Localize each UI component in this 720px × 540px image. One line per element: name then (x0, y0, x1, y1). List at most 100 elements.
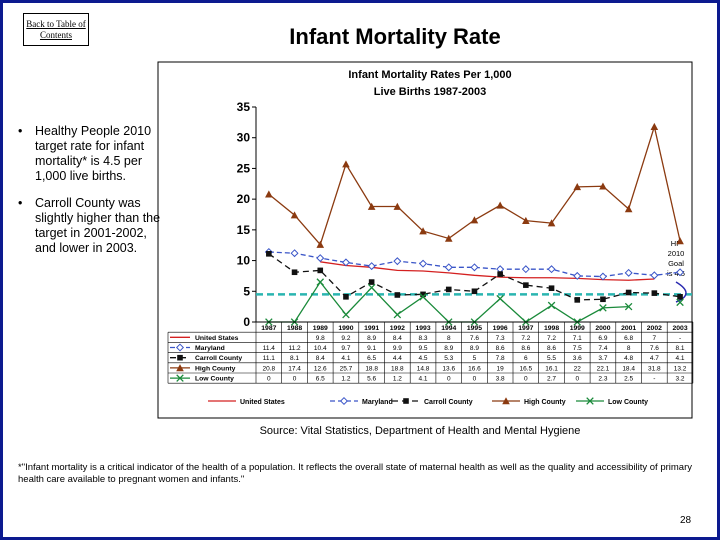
data-label: 8 (627, 345, 631, 352)
data-label: 4.1 (341, 355, 350, 362)
data-label: - (653, 376, 655, 383)
data-label: 4.4 (393, 355, 402, 362)
data-label: 18.4 (622, 365, 635, 372)
source-note: Source: Vital Statistics, Department of … (259, 425, 581, 437)
data-label: 22 (574, 365, 582, 372)
legend-label-high-county: High County (524, 399, 566, 406)
data-label: 8.6 (496, 345, 505, 352)
high-county-point (367, 202, 376, 210)
chart-title: Infant Mortality Rates Per 1,000 (348, 69, 511, 81)
data-label: 7.3 (496, 335, 505, 342)
x-tick-label: 1997 (518, 325, 533, 332)
data-label: 16.5 (520, 365, 533, 372)
data-label: 8.1 (290, 355, 299, 362)
back-to-toc-link[interactable]: Back to Table of Contents (23, 13, 89, 46)
data-label: 11.1 (263, 355, 276, 362)
y-tick-label: 30 (237, 131, 251, 145)
target-annotation: 2010 (668, 249, 685, 258)
data-label: 9.8 (316, 335, 325, 342)
data-label: 7.1 (573, 335, 582, 342)
carroll-county-point (574, 297, 581, 303)
data-label: 18.8 (391, 365, 404, 372)
data-label: 8.4 (316, 355, 325, 362)
data-label: 8.4 (393, 335, 402, 342)
bullet-item-target: Healthy People 2010 target rate for infa… (18, 124, 163, 184)
data-label: 16.6 (468, 365, 481, 372)
data-label: 9.5 (419, 345, 428, 352)
maryland-line (268, 251, 681, 278)
high-county-point (547, 219, 556, 227)
table-legend-marker (176, 364, 184, 372)
data-label: 4.5 (419, 355, 428, 362)
carroll-county-point (523, 282, 529, 288)
maryland-point (470, 263, 479, 272)
legend-label-low-county: Low County (608, 399, 648, 406)
data-label: 12.6 (314, 365, 327, 372)
high-county-point (470, 216, 479, 224)
low-county-point (676, 298, 684, 307)
maryland-point (393, 257, 402, 266)
bullet-list: Healthy People 2010 target rate for infa… (18, 124, 163, 268)
carroll-county-point (471, 288, 478, 295)
data-label: 13.6 (442, 365, 455, 372)
data-label: 8 (447, 335, 451, 342)
y-tick-label: 15 (237, 223, 251, 237)
data-label: 31.8 (648, 365, 661, 372)
legend-marker-high-county (502, 397, 510, 405)
high-county-point (342, 160, 350, 168)
x-tick-label: 2002 (647, 325, 662, 332)
x-tick-label: 1994 (441, 325, 456, 332)
carroll-county-point (677, 294, 683, 300)
high-county-point (393, 202, 402, 210)
x-tick-label: 1995 (467, 325, 482, 332)
data-label: 7.5 (573, 345, 582, 352)
low-county-point (547, 301, 556, 310)
maryland-point (676, 268, 685, 277)
data-label: 1.2 (341, 376, 350, 383)
data-label: 5.5 (547, 355, 556, 362)
carroll-county-point (600, 296, 606, 303)
x-tick-label: 1998 (544, 325, 559, 332)
legend-label-carroll-county: Carroll County (424, 399, 473, 406)
data-label: 9.1 (367, 345, 376, 352)
maryland-point (547, 265, 556, 274)
page-title: Infant Mortality Rate (289, 24, 501, 49)
table-legend-marker (176, 374, 184, 382)
high-county-point (316, 240, 325, 248)
data-label: - (679, 335, 681, 342)
data-label: 9.7 (341, 345, 350, 352)
carroll-county-point (266, 251, 272, 257)
data-label: 4.7 (650, 355, 659, 362)
data-label: 5.3 (444, 355, 453, 362)
data-label: 2.3 (598, 376, 607, 383)
maryland-point (290, 249, 299, 258)
legend-marker-carroll-county (403, 398, 409, 404)
data-label: 11.4 (263, 345, 276, 352)
data-label: 6.9 (598, 335, 607, 342)
page-number: 28 (680, 515, 692, 526)
target-annotation: is 4.5 (667, 269, 685, 278)
carroll-county-point (394, 292, 401, 298)
carroll-county-point (317, 267, 324, 274)
data-label: 0 (575, 376, 579, 383)
data-label: 4.1 (676, 355, 685, 362)
data-label: 1.2 (393, 376, 402, 383)
high-county-point (573, 183, 582, 191)
data-label: 2.5 (624, 376, 633, 383)
table-legend-marker (177, 354, 183, 361)
low-county-point (599, 304, 607, 312)
data-label: 7.6 (650, 345, 659, 352)
high-county-point (676, 237, 684, 245)
carroll-county-point (497, 271, 503, 277)
maryland-point (598, 272, 607, 281)
data-label: 7.2 (521, 335, 530, 342)
data-label: 10.4 (314, 345, 327, 352)
y-tick-label: 0 (243, 315, 250, 329)
carroll-county-point (625, 289, 632, 296)
data-label: 8.9 (470, 345, 479, 352)
data-label: 0 (447, 376, 451, 383)
data-label: 2.7 (547, 376, 556, 383)
high-county-row-label: High County (195, 365, 236, 372)
x-tick-label: 2000 (595, 325, 610, 332)
